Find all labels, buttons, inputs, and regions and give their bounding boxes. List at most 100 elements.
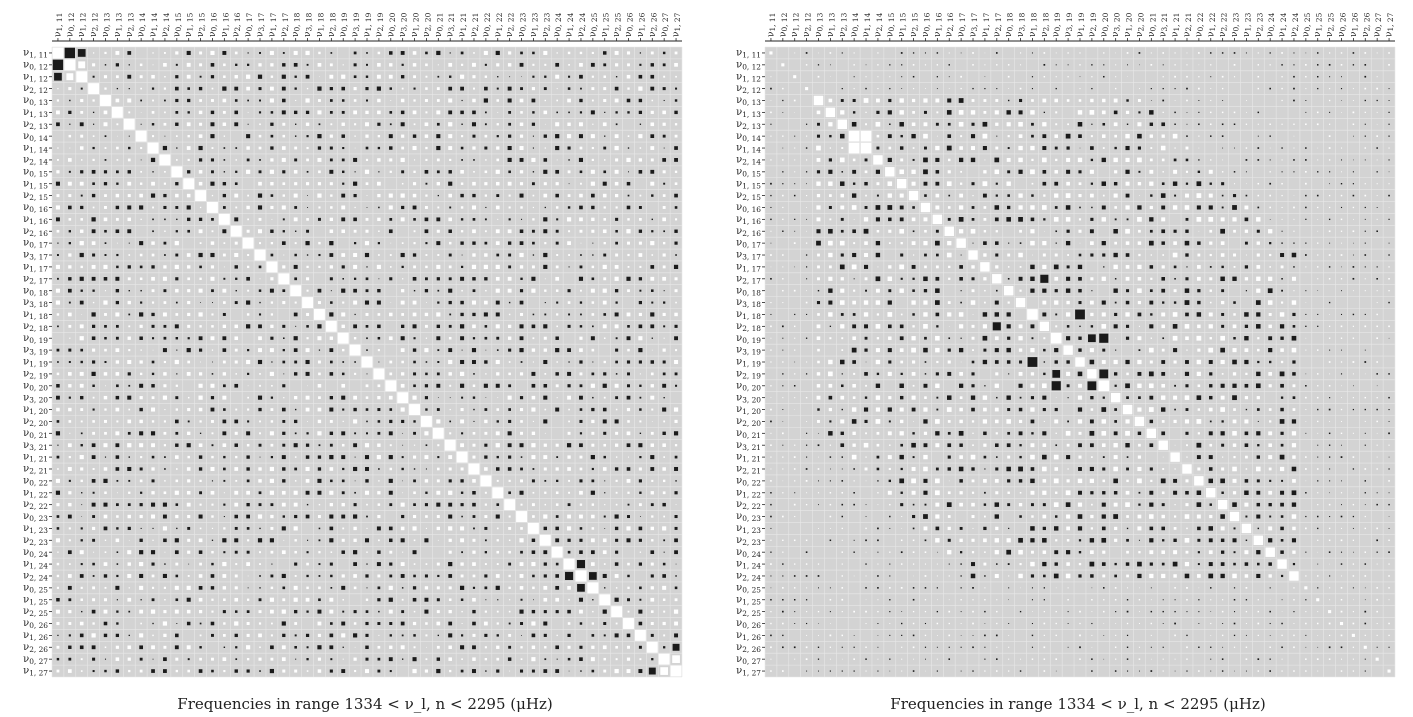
heatmap-cell xyxy=(281,241,286,245)
heatmap-cell xyxy=(68,301,71,304)
heatmap-cell xyxy=(841,480,844,482)
heatmap-cell xyxy=(104,135,107,138)
heatmap-cell xyxy=(603,63,607,67)
heatmap-cell xyxy=(519,324,524,329)
heatmap-cell xyxy=(1055,230,1058,233)
heatmap-cell xyxy=(604,159,606,161)
heatmap-cell xyxy=(1208,216,1214,222)
heatmap-cell xyxy=(79,300,84,305)
heatmap-cell xyxy=(496,503,500,506)
heatmap-cell xyxy=(92,431,96,435)
heatmap-cell xyxy=(139,396,143,400)
heatmap-cell xyxy=(1233,266,1236,268)
heatmap-cell xyxy=(281,657,286,662)
heatmap-cell xyxy=(270,396,274,399)
heatmap-cell xyxy=(104,408,107,411)
heatmap-cell xyxy=(1088,334,1096,343)
heatmap-cell xyxy=(674,182,678,185)
heatmap-cell xyxy=(199,634,202,637)
heatmap-cell xyxy=(294,360,298,364)
heatmap-cell xyxy=(389,622,393,626)
x-tick-label: ν0, 26 xyxy=(624,12,635,37)
heatmap-cell xyxy=(1210,88,1212,90)
heatmap-cell xyxy=(329,110,333,114)
heatmap-cell xyxy=(412,348,417,352)
heatmap-cell xyxy=(1007,455,1011,459)
heatmap-cell xyxy=(234,586,238,590)
heatmap-cell xyxy=(92,146,95,150)
heatmap-cell xyxy=(495,514,500,519)
heatmap-cell xyxy=(508,348,512,352)
heatmap-cell xyxy=(555,276,560,281)
heatmap-cell xyxy=(1103,52,1105,54)
heatmap-cell xyxy=(504,499,516,511)
heatmap-cell xyxy=(472,479,476,483)
heatmap-cell xyxy=(1256,288,1261,293)
heatmap-cell xyxy=(485,373,487,375)
heatmap-cell xyxy=(353,337,357,340)
heatmap-cell xyxy=(1208,360,1213,364)
heatmap-cell xyxy=(794,409,796,410)
heatmap-cell xyxy=(1055,432,1057,434)
heatmap-cell xyxy=(80,432,83,435)
heatmap-cell xyxy=(116,182,119,185)
heatmap-cell xyxy=(994,169,1000,175)
heatmap-cell xyxy=(958,217,964,222)
heatmap-cell xyxy=(318,253,321,257)
heatmap-cell xyxy=(603,277,607,281)
heatmap-cell xyxy=(520,456,523,458)
heatmap-cell xyxy=(588,572,597,580)
heatmap-cell xyxy=(282,419,286,423)
heatmap-cell xyxy=(151,74,155,79)
heatmap-cell xyxy=(579,51,583,55)
heatmap-cell xyxy=(1126,456,1129,458)
heatmap-cell xyxy=(186,50,191,55)
heatmap-cell xyxy=(1352,277,1355,280)
heatmap-cell xyxy=(1293,64,1295,66)
heatmap-cell xyxy=(1292,455,1296,459)
heatmap-cell xyxy=(770,100,772,101)
heatmap-cell xyxy=(875,324,881,329)
heatmap-cell xyxy=(875,276,881,282)
heatmap-cell xyxy=(294,514,298,519)
heatmap-cell xyxy=(1257,206,1260,209)
heatmap-cell xyxy=(325,320,337,332)
heatmap-cell xyxy=(199,432,202,434)
heatmap-cell xyxy=(341,217,346,222)
heatmap-cell xyxy=(947,301,951,304)
heatmap-cell xyxy=(485,159,487,161)
heatmap-cell xyxy=(449,397,451,399)
heatmap-cell xyxy=(1127,64,1129,66)
heatmap-cell xyxy=(673,407,679,412)
heatmap-cell xyxy=(198,134,203,138)
x-tick-label: ν1, 12 xyxy=(77,13,88,37)
heatmap-cell xyxy=(1102,122,1106,126)
heatmap-cell xyxy=(80,205,84,210)
heatmap-cell xyxy=(389,550,393,554)
heatmap-cell xyxy=(519,336,524,341)
heatmap-cell xyxy=(436,408,440,411)
heatmap-cell xyxy=(496,158,500,162)
heatmap-cell xyxy=(329,253,334,257)
heatmap-cell xyxy=(1149,122,1154,126)
heatmap-cell xyxy=(1174,75,1176,78)
heatmap-cell xyxy=(1099,369,1109,379)
heatmap-cell xyxy=(1161,324,1165,329)
heatmap-cell xyxy=(436,515,440,519)
heatmap-cell xyxy=(1055,111,1058,114)
heatmap-cell xyxy=(1030,264,1035,270)
heatmap-cell xyxy=(436,312,441,317)
heatmap-cell xyxy=(982,324,987,329)
heatmap-cell xyxy=(139,372,143,376)
heatmap-cell xyxy=(579,657,583,661)
heatmap-cell xyxy=(151,491,155,495)
heatmap-cell xyxy=(68,194,72,198)
heatmap-cell xyxy=(91,229,96,234)
heatmap-cell xyxy=(840,313,844,316)
heatmap-cell xyxy=(187,526,191,530)
heatmap-cell xyxy=(402,480,403,482)
heatmap-cell xyxy=(400,157,405,163)
y-tick-label: ν2, 15 xyxy=(23,190,48,202)
heatmap-cell xyxy=(839,157,845,163)
heatmap-cell xyxy=(234,193,239,198)
